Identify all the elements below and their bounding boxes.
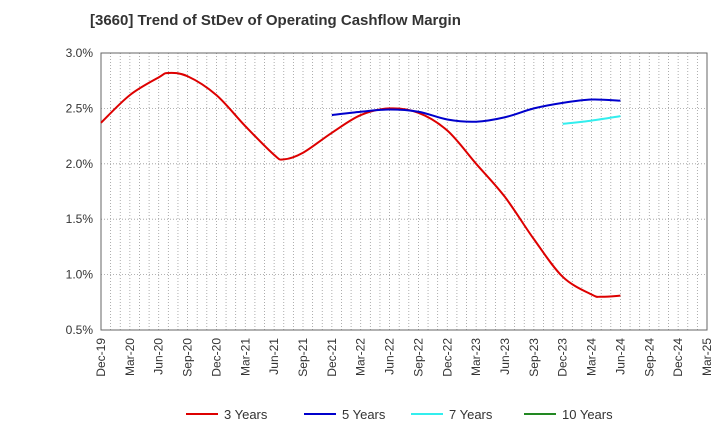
x-tick-label: Dec-19 — [94, 338, 108, 377]
y-tick-label: 1.5% — [66, 212, 94, 226]
x-tick-label: Mar-24 — [585, 338, 599, 376]
series-line-5-years — [331, 98, 621, 123]
y-tick-label: 2.5% — [66, 101, 94, 115]
x-tick-label: Jun-23 — [498, 338, 512, 375]
x-tick-label: Jun-22 — [383, 338, 397, 375]
legend-label-3-years: 3 Years — [224, 407, 268, 422]
series-line-3-years — [100, 71, 621, 298]
x-tick-label: Sep-20 — [181, 338, 195, 377]
x-tick-label: Sep-23 — [527, 338, 541, 377]
x-tick-label: Sep-22 — [411, 338, 425, 377]
x-tick-label: Jun-24 — [613, 338, 627, 375]
x-tick-label: Jun-21 — [267, 338, 281, 375]
y-tick-label: 0.5% — [66, 323, 94, 337]
x-tick-label: Mar-20 — [123, 338, 137, 376]
chart-title: [3660] Trend of StDev of Operating Cashf… — [90, 12, 461, 29]
x-tick-label: Jun-20 — [152, 338, 166, 375]
legend-label-10-years: 10 Years — [562, 407, 613, 422]
x-tick-label: Sep-24 — [642, 338, 656, 377]
x-tick-label: Dec-20 — [209, 338, 223, 377]
x-tick-label: Mar-22 — [354, 338, 368, 376]
x-tick-label: Dec-24 — [671, 338, 685, 377]
legend-label-7-years: 7 Years — [449, 407, 493, 422]
x-tick-label: Mar-25 — [700, 338, 714, 376]
x-tick-label: Sep-21 — [296, 338, 310, 377]
x-tick-label: Dec-22 — [440, 338, 454, 377]
x-tick-label: Mar-23 — [469, 338, 483, 376]
plot-area-border — [100, 52, 708, 331]
y-tick-label: 1.0% — [66, 268, 94, 282]
x-tick-label: Dec-21 — [325, 338, 339, 377]
legend-label-5-years: 5 Years — [342, 407, 386, 422]
series-line-7-years — [562, 115, 621, 125]
y-tick-label: 2.0% — [66, 157, 94, 171]
x-tick-label: Mar-21 — [238, 338, 252, 376]
y-tick-label: 3.0% — [66, 46, 94, 60]
x-tick-label: Dec-23 — [556, 338, 570, 377]
